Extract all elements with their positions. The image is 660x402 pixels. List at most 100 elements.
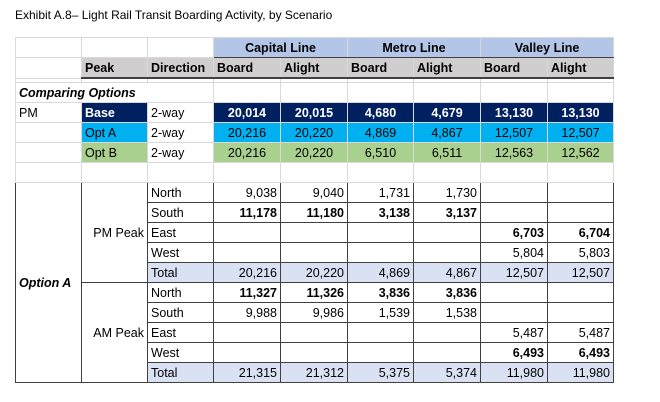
value-cell: 6,493 xyxy=(547,342,614,363)
empty-cell xyxy=(15,142,82,163)
empty-cell xyxy=(347,162,414,183)
peak-label: AM Peak xyxy=(81,282,148,383)
empty-cell xyxy=(15,122,82,143)
boarding-table: Capital Line Metro Line Valley Line Peak Dir… xyxy=(15,37,614,383)
sub-header: Alight xyxy=(280,57,348,79)
value-cell: 6,511 xyxy=(413,142,481,163)
value-cell: 3,138 xyxy=(347,202,414,223)
empty-cell xyxy=(15,162,82,183)
value-cell: 11,980 xyxy=(547,362,614,383)
comparing-row: Opt A 2-way 20,216 20,220 4,869 4,867 12,507 12… xyxy=(15,122,614,143)
empty-cell xyxy=(413,162,481,183)
sub-header: Board xyxy=(480,57,548,79)
value-cell xyxy=(413,322,481,343)
data-row: Total 21,315 21,312 5,375 5,374 11,980 11,980 xyxy=(16,362,614,383)
empty-cell xyxy=(81,162,148,183)
sub-header: Alight xyxy=(547,57,614,79)
sub-header: Board xyxy=(213,57,281,79)
empty-cell xyxy=(81,37,148,58)
value-cell: 6,703 xyxy=(480,222,548,243)
comparing-options-row: Comparing Options xyxy=(15,82,614,103)
empty-cell xyxy=(413,82,481,103)
line-header: Valley Line xyxy=(480,37,614,58)
line-header: Metro Line xyxy=(347,37,481,58)
value-cell xyxy=(213,242,281,263)
value-cell xyxy=(547,202,614,223)
value-cell: 12,507 xyxy=(547,122,614,143)
direction-cell: East xyxy=(147,322,214,343)
value-cell xyxy=(347,242,414,263)
value-cell xyxy=(280,242,348,263)
data-row: East 6,703 6,704 xyxy=(16,222,614,243)
value-cell xyxy=(547,302,614,323)
direction-cell: South xyxy=(147,302,214,323)
value-cell xyxy=(280,222,348,243)
value-cell: 4,867 xyxy=(413,122,481,143)
data-row: AM Peak North 11,327 11,326 3,836 3,836 xyxy=(16,282,614,383)
value-cell: 4,869 xyxy=(347,122,414,143)
direction-cell: 2-way xyxy=(147,142,214,163)
empty-cell xyxy=(480,82,548,103)
data-row: Total 20,216 20,220 4,869 4,867 12,507 12,507 xyxy=(16,262,614,283)
value-cell: 1,539 xyxy=(347,302,414,323)
empty-cell xyxy=(213,82,281,103)
value-cell: 20,216 xyxy=(213,122,281,143)
value-cell xyxy=(213,342,281,363)
value-cell xyxy=(347,342,414,363)
value-cell: 20,220 xyxy=(280,142,348,163)
value-cell: 9,040 xyxy=(280,182,348,203)
comparing-row: PM Base 2-way 20,014 20,015 4,680 4,679 13,130 1… xyxy=(15,102,614,123)
sub-header: Alight xyxy=(413,57,481,79)
value-cell xyxy=(213,222,281,243)
value-cell: 12,507 xyxy=(547,262,614,283)
empty-cell xyxy=(15,57,82,79)
value-cell: 11,180 xyxy=(280,202,348,223)
value-cell: 1,730 xyxy=(413,182,481,203)
value-cell: 5,487 xyxy=(547,322,614,343)
header-sub-row: Peak Direction Board Alight Board Alight Board… xyxy=(15,57,614,79)
peak-header: Peak xyxy=(81,57,148,79)
value-cell xyxy=(413,242,481,263)
header-lines-row: Capital Line Metro Line Valley Line xyxy=(15,37,614,58)
value-cell: 6,493 xyxy=(480,342,548,363)
value-cell: 20,220 xyxy=(280,122,348,143)
option-label: Opt A xyxy=(81,122,148,143)
value-cell: 9,988 xyxy=(213,302,281,323)
blank-row xyxy=(15,162,614,183)
value-cell xyxy=(547,182,614,203)
empty-cell xyxy=(15,37,82,58)
value-cell xyxy=(413,342,481,363)
value-cell: 12,563 xyxy=(480,142,548,163)
value-cell: 20,216 xyxy=(213,262,281,283)
value-cell xyxy=(413,222,481,243)
data-row: Option A PM Peak North 9,038 9,040 1,731 1,730 xyxy=(15,182,614,383)
value-cell xyxy=(213,322,281,343)
empty-cell xyxy=(347,82,414,103)
value-cell: 12,507 xyxy=(480,262,548,283)
value-cell: 21,312 xyxy=(280,362,348,383)
direction-cell: North xyxy=(147,182,214,203)
value-cell xyxy=(280,322,348,343)
direction-cell: 2-way xyxy=(147,122,214,143)
value-cell: 4,679 xyxy=(413,102,481,123)
data-row: South 11,178 11,180 3,138 3,137 xyxy=(16,202,614,223)
value-cell: 4,680 xyxy=(347,102,414,123)
empty-cell xyxy=(213,162,281,183)
value-cell: 21,315 xyxy=(213,362,281,383)
peak-label: PM Peak xyxy=(81,182,148,283)
value-cell: 12,507 xyxy=(480,122,548,143)
value-cell: 1,731 xyxy=(347,182,414,203)
value-cell: 20,015 xyxy=(280,102,348,123)
line-header: Capital Line xyxy=(213,37,348,58)
direction-cell: West xyxy=(147,342,214,363)
empty-cell xyxy=(147,162,214,183)
empty-cell xyxy=(280,82,348,103)
data-row: South 9,988 9,986 1,539 1,538 xyxy=(16,302,614,323)
value-cell xyxy=(480,282,548,303)
value-cell: 12,562 xyxy=(547,142,614,163)
value-cell: 11,327 xyxy=(213,282,281,303)
value-cell xyxy=(547,282,614,303)
value-cell: 6,704 xyxy=(547,222,614,243)
value-cell: 9,986 xyxy=(280,302,348,323)
data-row: West 5,804 5,803 xyxy=(16,242,614,263)
